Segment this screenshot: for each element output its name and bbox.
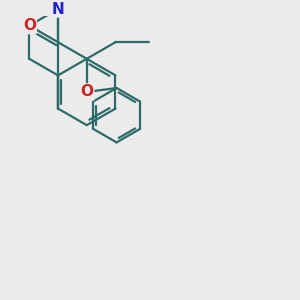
Text: N: N: [52, 2, 64, 16]
Text: O: O: [80, 85, 93, 100]
Text: O: O: [23, 18, 36, 33]
